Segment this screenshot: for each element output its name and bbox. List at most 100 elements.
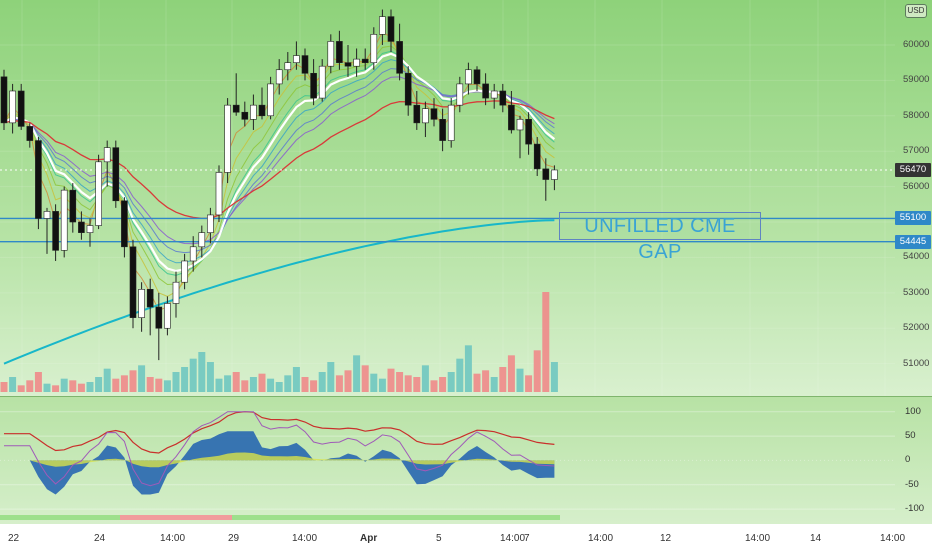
volume-bar	[69, 380, 77, 392]
candle-body	[146, 289, 154, 308]
candle-body	[422, 108, 429, 124]
volume-bar	[206, 362, 214, 392]
price-tick-label: 56000	[903, 180, 930, 192]
trend-bar	[0, 515, 560, 520]
volume-bar	[413, 377, 421, 392]
time-axis[interactable]: 22 24 14:00 29 14:00 Apr 5 14:00 7 14:00 12 14:00 14…	[0, 524, 932, 550]
candle-body	[413, 104, 421, 124]
volume-bar	[0, 382, 8, 392]
volume-bar	[361, 365, 369, 392]
candle-body	[198, 232, 206, 248]
candle-body	[43, 211, 51, 219]
volume-bar	[310, 380, 318, 392]
candle-body	[9, 90, 16, 124]
volume-bar	[353, 355, 361, 392]
candle-body	[336, 41, 343, 63]
candle-body	[69, 189, 77, 223]
candle-body	[0, 76, 8, 124]
candle-body	[430, 108, 438, 120]
candle-body	[121, 200, 128, 248]
volume-bar	[387, 368, 395, 392]
candle-body	[17, 90, 25, 127]
oscillator-tick-label: -50	[905, 478, 919, 490]
candle-body	[293, 55, 300, 63]
volume-bar	[163, 380, 171, 392]
trend-bar-bear	[120, 515, 232, 520]
time-tick-label: 5	[436, 533, 442, 544]
candle-body	[181, 260, 188, 283]
volume-bar	[189, 358, 197, 392]
candle-body	[361, 58, 369, 63]
time-tick-label: 14:00	[160, 533, 186, 544]
oscillator-pane[interactable]	[0, 396, 932, 524]
candle-body	[482, 83, 489, 99]
candle-body	[525, 119, 532, 145]
stoch-line	[4, 411, 555, 487]
volume-bar	[318, 372, 326, 392]
volume-bar	[507, 355, 515, 392]
volume-bar	[138, 365, 146, 392]
candle-body	[310, 72, 317, 99]
price-tick-label: 53000	[903, 286, 930, 298]
volume-bar	[181, 367, 189, 392]
candle-body	[26, 126, 34, 141]
candle-body	[60, 189, 68, 251]
time-tick-label: 29	[228, 533, 240, 544]
volume-bar	[267, 378, 275, 392]
volume-bar	[473, 373, 481, 392]
time-tick-label: 22	[8, 533, 20, 544]
oscillator-tick-label: 100	[905, 405, 921, 417]
gap-top-price-label: 55100	[895, 211, 931, 226]
time-tick-label: 14:00	[500, 533, 526, 544]
volume-bar	[370, 373, 378, 392]
candle-body	[353, 58, 360, 67]
volume-bar	[550, 362, 558, 392]
price-tick-label: 57000	[903, 145, 930, 157]
price-tick-label: 60000	[903, 38, 930, 50]
currency-badge[interactable]: USD	[905, 4, 927, 18]
price-pane[interactable]	[0, 0, 932, 396]
volume-bar	[533, 350, 541, 392]
candle-body	[344, 62, 352, 67]
volume-bar	[26, 380, 34, 392]
volume-bar	[129, 370, 137, 392]
price-tick-label: 58000	[903, 109, 930, 121]
volume-bar	[542, 292, 550, 392]
volume-bar	[241, 380, 249, 392]
volume-bar	[34, 372, 42, 392]
oscillator-wave	[4, 431, 555, 495]
volume-bar	[155, 378, 163, 392]
volume-bar	[198, 352, 206, 392]
candle-body	[404, 72, 412, 106]
candle-body	[138, 289, 145, 318]
candle-body	[516, 119, 524, 131]
candle-body	[473, 69, 481, 85]
candle-body	[396, 41, 403, 74]
volume-bar	[232, 372, 240, 392]
volume-bar	[120, 375, 128, 392]
candle-body	[533, 143, 541, 170]
volume-bar	[430, 380, 438, 392]
candle-body	[267, 83, 274, 117]
candle-body	[224, 104, 231, 173]
candle-body	[207, 214, 214, 233]
volume-bar	[344, 370, 352, 392]
price-tick-label: 52000	[903, 322, 930, 334]
candle-body	[301, 55, 309, 74]
price-tick-label: 51000	[903, 357, 930, 369]
candle-body	[258, 104, 266, 117]
volume-bar	[275, 382, 283, 392]
candle-body	[112, 147, 120, 202]
candle-body	[490, 90, 498, 99]
unfilled-gap-annotation[interactable]: UNFILLED CME GAP	[559, 212, 761, 263]
volume-bar	[95, 377, 103, 392]
volume-bar	[215, 378, 223, 392]
volume-bar	[9, 377, 17, 392]
candle-body	[164, 303, 171, 329]
candle-body	[456, 83, 464, 106]
candle-body	[439, 119, 446, 141]
candle-body	[508, 104, 515, 131]
volume-bar	[404, 375, 412, 392]
volume-bar	[258, 373, 266, 392]
